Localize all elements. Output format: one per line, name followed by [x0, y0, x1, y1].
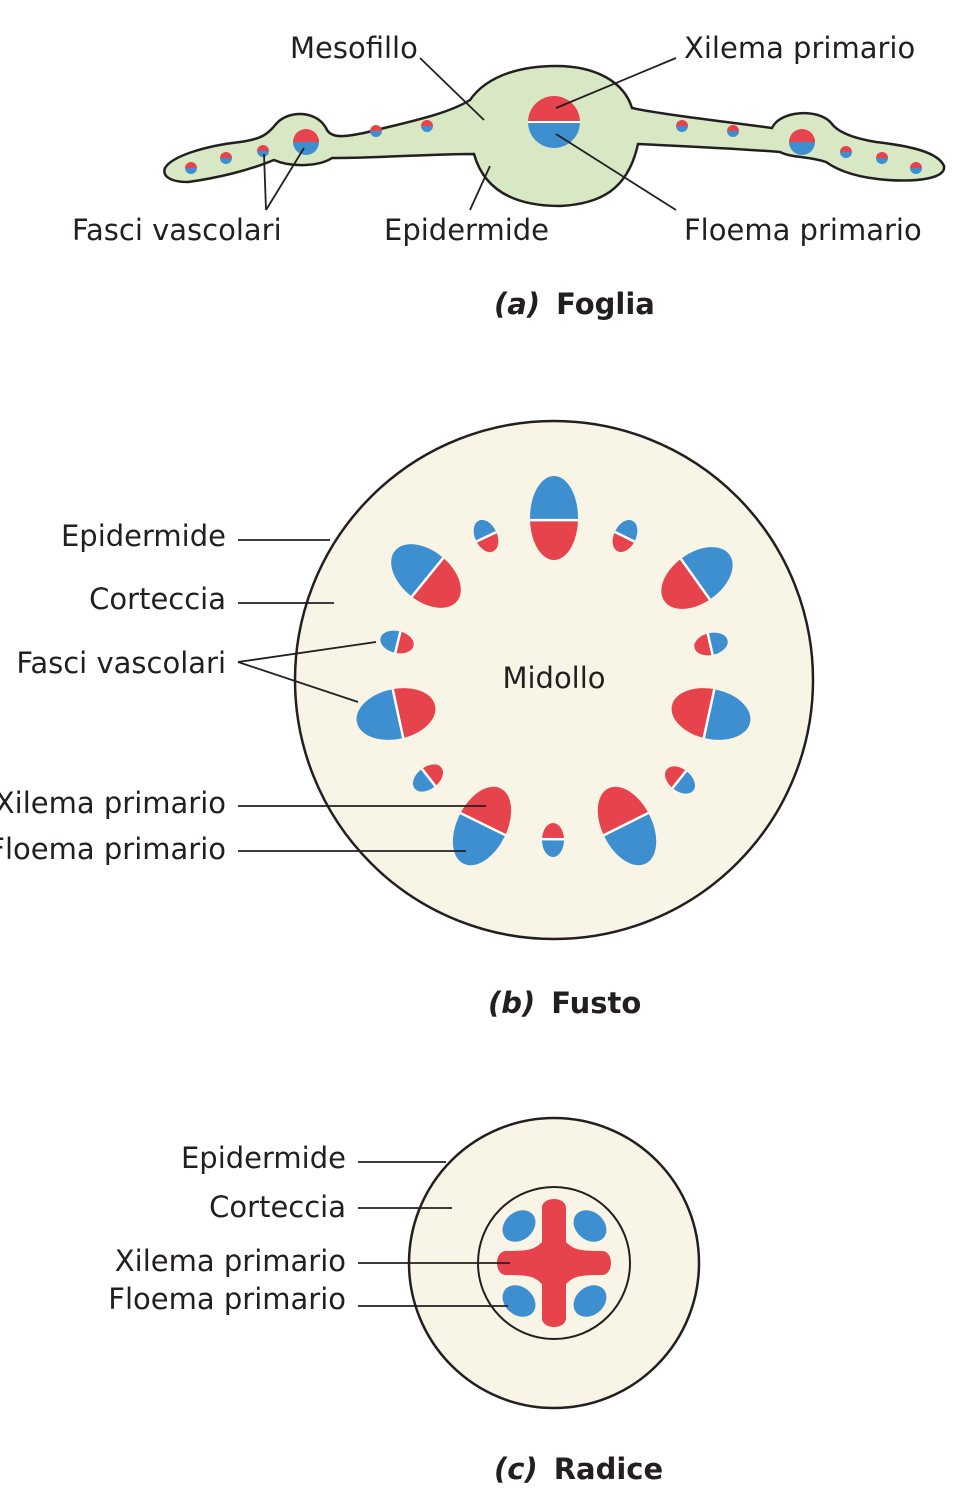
root-section: Epidermide Corteccia Xilema primario Flo… — [108, 1116, 701, 1486]
stem-bundle-divider — [394, 631, 402, 654]
stem-label-midollo: Midollo — [502, 661, 605, 695]
stem-bundle-divider — [420, 768, 437, 787]
leaf-label-xilema: Xilema primario — [684, 31, 915, 65]
root-label-floema: Floema primario — [108, 1282, 346, 1316]
root-phloem — [502, 1210, 607, 1317]
leaf-bundle-right-large — [789, 129, 815, 155]
stem-leader-lines — [237, 539, 486, 852]
stem-phloem — [530, 476, 578, 521]
stem-label-epidermide: Epidermide — [61, 519, 226, 553]
leaf-small-bundles — [185, 120, 922, 174]
stem-xylem — [530, 520, 578, 560]
stem-vascular-bundle — [541, 822, 565, 858]
stem-phloem — [703, 689, 756, 747]
root-caption: (c) Radice — [494, 1452, 663, 1486]
stem-bundle-divider — [702, 688, 716, 739]
stem-vascular-bundle — [691, 629, 731, 659]
stem-label-corteccia: Corteccia — [89, 582, 226, 616]
stem-bundle-divider — [671, 770, 688, 789]
leaf-bundle-left-large — [293, 129, 319, 155]
leaf-label-epidermide: Epidermide — [384, 213, 549, 247]
stem-phloem — [377, 627, 401, 653]
stem-bundle-divider — [410, 557, 445, 598]
stem-phloem — [351, 689, 404, 747]
leaf-label-fasci: Fasci vascolari — [72, 213, 282, 247]
leaf-caption: (a) Foglia — [494, 287, 655, 321]
root-label-epidermide: Epidermide — [181, 1141, 346, 1175]
stem-section: Midollo Epidermide Corteccia Fasci vasco… — [0, 419, 815, 1020]
root-xylem — [497, 1199, 611, 1327]
stem-bundle-divider — [459, 811, 506, 837]
leaf-label-floema: Floema primario — [684, 213, 922, 247]
stem-bundle-divider — [603, 811, 649, 837]
leaf-caption-letter: (a) — [494, 287, 540, 321]
stem-caption: (b) Fusto — [488, 986, 641, 1020]
stem-caption-letter: (b) — [488, 986, 535, 1020]
root-caption-letter: (c) — [494, 1452, 538, 1486]
stem-phloem — [707, 629, 731, 655]
root-label-xilema: Xilema primario — [115, 1244, 346, 1278]
leaf-leader-lines — [263, 57, 677, 211]
stem-phloem — [541, 839, 565, 858]
stem-vascular-bundle — [530, 476, 578, 560]
stem-caption-word: Fusto — [551, 986, 641, 1020]
leaf-caption-word: Foglia — [556, 287, 655, 321]
stem-bundle-divider — [391, 688, 405, 739]
stem-label-floema: Floema primario — [0, 832, 226, 866]
root-caption-word: Radice — [554, 1452, 663, 1486]
stem-label-fasci: Fasci vascolari — [16, 646, 226, 680]
root-label-corteccia: Corteccia — [209, 1190, 346, 1224]
stem-xylem — [542, 822, 565, 840]
leaf-midrib-bundle — [528, 96, 580, 148]
stem-bundle-divider — [706, 633, 714, 656]
stem-bundle-divider — [679, 558, 711, 601]
stem-bundle-divider — [614, 530, 636, 543]
stem-bundle-divider — [475, 530, 497, 543]
leaf-label-mesofillo: Mesofillo — [290, 31, 418, 65]
leaf-section: Mesofillo Xilema primario Fasci vascolar… — [72, 31, 946, 321]
root-leader-lines — [358, 1161, 510, 1307]
stem-label-xilema: Xilema primario — [0, 786, 226, 820]
